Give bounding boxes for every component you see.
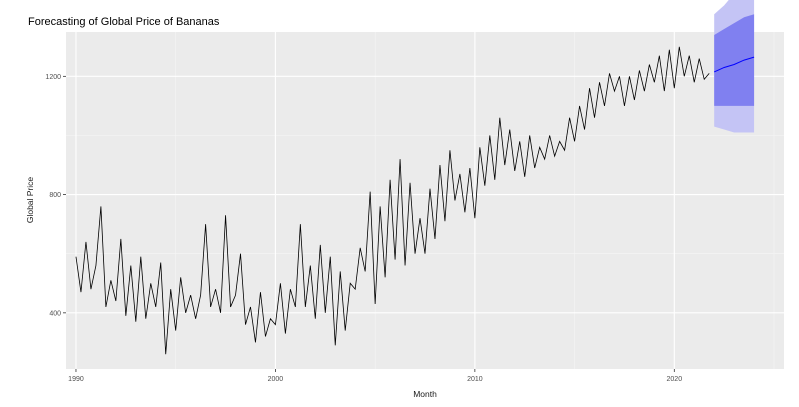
x-tick-label: 2020 [667,376,683,383]
y-tick-label: 1200 [45,74,61,81]
series-lines [75,46,755,355]
x-tick-label: 1990 [68,376,84,383]
x-axis-label: Month [413,389,437,399]
y-tick-label: 400 [49,310,61,317]
forecast-bands [714,0,755,133]
band-80 [714,14,755,106]
x-tick-label: 2010 [467,376,483,383]
forecast-line [713,56,755,73]
plot-panel [66,32,784,369]
x-tick-label: 2000 [268,376,284,383]
y-tick-label: 800 [49,192,61,199]
y-axis-label: Global Price [25,177,35,224]
chart-title: Forecasting of Global Price of Bananas [28,16,220,28]
history-line [75,46,710,355]
axis-ticks: 1990 2000 2010 2020 400 800 1200 [45,74,682,383]
